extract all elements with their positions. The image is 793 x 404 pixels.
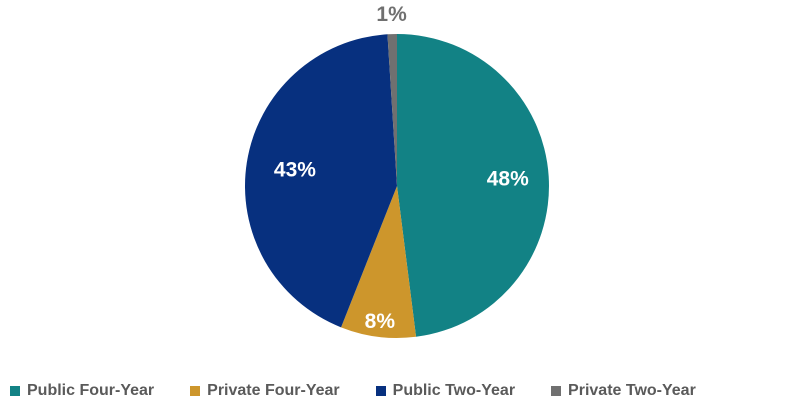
legend-item-public-two-year: Public Two-Year [375, 382, 516, 400]
legend-label-public-two-year: Public Two-Year [392, 382, 516, 399]
pie-slice-private-two-year [387, 34, 397, 186]
legend-item-private-two-year: Private Two-Year [551, 382, 696, 400]
slice-label-public-four-year: 48% [487, 168, 529, 191]
legend-label-private-two-year: Private Two-Year [568, 382, 696, 399]
legend-swatch-public-four-year [10, 386, 20, 396]
legend: Public Four-Year Private Four-Year Publi… [10, 382, 696, 400]
pie-slices [244, 34, 549, 338]
legend-swatch-private-four-year [190, 386, 201, 396]
pie-value-labels: 48% 8% 43% 1% [274, 3, 529, 333]
legend-label-public-four-year: Public Four-Year [27, 382, 155, 399]
slice-label-private-two-year: 1% [376, 3, 407, 26]
legend-swatch-public-two-year [375, 386, 386, 396]
pie-slice-private-four-year [341, 186, 417, 338]
legend-label-private-four-year: Private Four-Year [207, 382, 340, 399]
pie-slice-public-two-year [244, 34, 397, 328]
pie-slice-public-four-year [397, 34, 549, 337]
slice-label-private-four-year: 8% [365, 310, 396, 333]
legend-item-public-four-year: Public Four-Year [10, 382, 154, 400]
slice-label-public-two-year: 43% [274, 158, 316, 181]
legend-item-private-four-year: Private Four-Year [190, 382, 340, 400]
legend-swatch-private-two-year [551, 386, 562, 396]
